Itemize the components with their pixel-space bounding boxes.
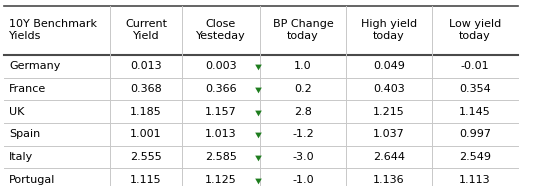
Text: 0.997: 0.997 [459, 129, 491, 139]
Text: 2.8: 2.8 [294, 107, 312, 117]
Text: 1.125: 1.125 [205, 175, 237, 185]
Text: 1.0: 1.0 [294, 61, 312, 71]
Text: -3.0: -3.0 [292, 152, 314, 162]
Text: UK: UK [9, 107, 24, 117]
Text: -0.01: -0.01 [461, 61, 489, 71]
Text: High yield
today: High yield today [361, 19, 417, 41]
Text: 1.115: 1.115 [130, 175, 162, 185]
Text: 0.003: 0.003 [205, 61, 237, 71]
Text: 0.013: 0.013 [130, 61, 162, 71]
Text: Italy: Italy [9, 152, 33, 162]
Text: 2.555: 2.555 [130, 152, 162, 162]
Text: 1.185: 1.185 [130, 107, 162, 117]
Text: BP Change
today: BP Change today [273, 19, 333, 41]
Text: Portugal: Portugal [9, 175, 55, 185]
Text: 2.585: 2.585 [205, 152, 237, 162]
Text: 1.013: 1.013 [205, 129, 237, 139]
Text: Spain: Spain [9, 129, 40, 139]
Text: 0.366: 0.366 [205, 84, 237, 94]
Text: 0.354: 0.354 [459, 84, 491, 94]
Text: 1.113: 1.113 [459, 175, 491, 185]
Text: Low yield
today: Low yield today [449, 19, 501, 41]
Text: France: France [9, 84, 46, 94]
Text: -1.2: -1.2 [292, 129, 314, 139]
Text: 1.157: 1.157 [205, 107, 237, 117]
Text: 1.215: 1.215 [373, 107, 405, 117]
Text: 0.368: 0.368 [130, 84, 162, 94]
Text: 0.403: 0.403 [373, 84, 405, 94]
Text: Close
Yesteday: Close Yesteday [196, 19, 246, 41]
Text: Germany: Germany [9, 61, 60, 71]
Text: 1.145: 1.145 [459, 107, 491, 117]
Text: 1.037: 1.037 [373, 129, 405, 139]
Text: 10Y Benchmark
Yields: 10Y Benchmark Yields [9, 19, 97, 41]
Text: 1.001: 1.001 [130, 129, 162, 139]
Text: Current
Yield: Current Yield [125, 19, 167, 41]
Text: -1.0: -1.0 [292, 175, 314, 185]
Text: 0.049: 0.049 [373, 61, 405, 71]
Text: 2.644: 2.644 [373, 152, 405, 162]
Text: 2.549: 2.549 [459, 152, 491, 162]
Text: 0.2: 0.2 [294, 84, 312, 94]
Text: 1.136: 1.136 [373, 175, 405, 185]
